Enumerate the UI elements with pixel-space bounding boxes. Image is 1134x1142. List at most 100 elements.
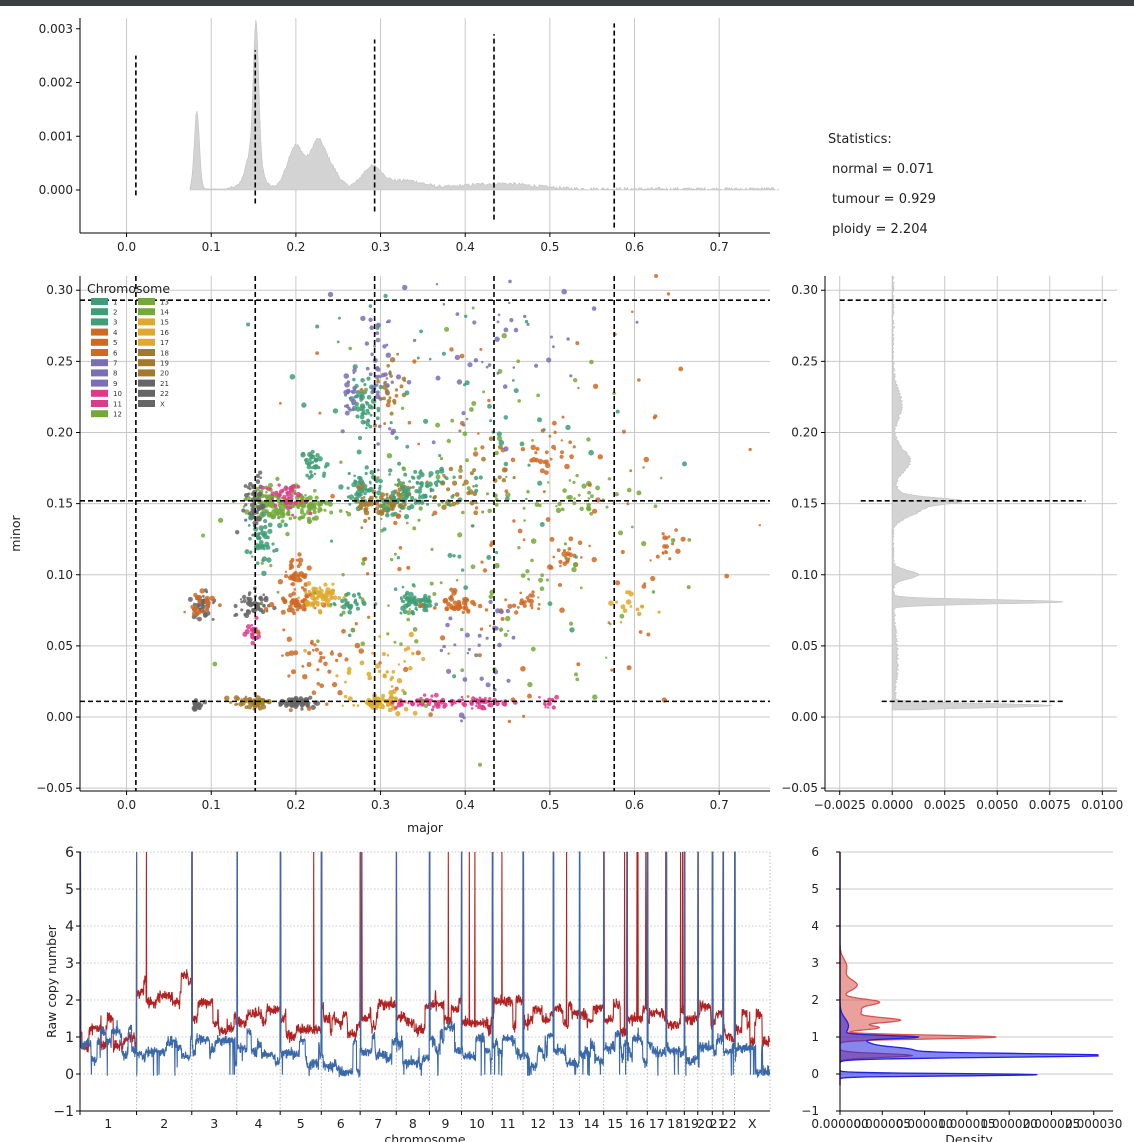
scatter-point bbox=[666, 292, 671, 296]
scatter-point bbox=[479, 676, 484, 681]
scatter-point bbox=[687, 538, 692, 542]
scatter-point bbox=[525, 569, 530, 574]
scatter-point bbox=[199, 588, 205, 594]
scatter-point bbox=[581, 483, 587, 489]
scatter-point bbox=[312, 510, 317, 515]
scatter-point bbox=[244, 518, 248, 522]
scatter-point bbox=[318, 658, 323, 663]
rawden-xtick-label: 0.000015 bbox=[938, 1117, 995, 1131]
scatter-point bbox=[404, 390, 410, 396]
scatter-point bbox=[422, 693, 427, 697]
legend-swatch-17 bbox=[138, 338, 155, 346]
right-xtick-label: 0.0025 bbox=[924, 798, 966, 812]
scatter-point bbox=[193, 605, 198, 610]
scatter-point bbox=[453, 643, 457, 647]
scatter-point bbox=[370, 352, 374, 357]
scatter-point bbox=[298, 562, 302, 567]
scatter-point bbox=[347, 633, 352, 638]
scatter-point bbox=[485, 365, 489, 369]
scatter-point bbox=[345, 388, 351, 394]
scatter-point bbox=[246, 485, 251, 490]
scatter-point bbox=[470, 707, 474, 710]
scatter-point bbox=[530, 538, 537, 544]
scatter-point bbox=[513, 388, 519, 394]
scatter-xtick-label: 0.3 bbox=[371, 798, 390, 812]
scatter-point bbox=[373, 344, 376, 348]
scatter-point bbox=[459, 353, 465, 359]
scatter-point bbox=[365, 488, 370, 493]
rawden-ytick-label: 4 bbox=[811, 919, 819, 933]
scatter-point bbox=[356, 704, 360, 707]
scatter-point bbox=[366, 395, 372, 400]
scatter-point bbox=[577, 386, 580, 390]
scatter-point bbox=[530, 593, 535, 598]
scatter-point bbox=[277, 579, 284, 585]
scatter-point bbox=[375, 390, 380, 395]
scatter-point bbox=[341, 604, 347, 610]
scatter-point bbox=[628, 591, 634, 597]
scatter-point bbox=[547, 601, 553, 607]
scatter-point bbox=[194, 596, 199, 601]
scatter-point bbox=[553, 430, 557, 434]
scatter-point bbox=[249, 502, 255, 508]
scatter-point bbox=[496, 431, 502, 437]
scatter-point bbox=[569, 374, 573, 378]
scatter-point bbox=[536, 393, 540, 398]
scatter-point bbox=[364, 471, 368, 476]
scatter-point bbox=[432, 606, 437, 610]
scatter-point bbox=[485, 682, 491, 688]
scatter-point bbox=[293, 492, 297, 495]
scatter-point bbox=[205, 607, 210, 612]
scatter-point bbox=[348, 603, 354, 609]
scatter-point bbox=[497, 475, 502, 480]
scatter-point bbox=[351, 593, 357, 598]
scatter-point bbox=[268, 601, 275, 608]
scatter-point bbox=[347, 471, 351, 476]
scatter-point bbox=[332, 595, 338, 600]
scatter-point bbox=[297, 596, 300, 599]
scatter-point bbox=[522, 603, 527, 609]
legend-label-17: 17 bbox=[160, 339, 169, 347]
scatter-point bbox=[310, 594, 316, 601]
scatter-point bbox=[368, 424, 373, 429]
scatter-point bbox=[369, 413, 373, 417]
scatter-point bbox=[397, 461, 402, 466]
scatter-point bbox=[260, 543, 266, 549]
scatter-point bbox=[399, 642, 403, 646]
scatter-point bbox=[352, 364, 358, 370]
scatter-point bbox=[618, 530, 623, 536]
scatter-point bbox=[280, 519, 285, 524]
scatter-point bbox=[529, 603, 534, 608]
scatter-point bbox=[385, 492, 389, 497]
scatter-point bbox=[390, 512, 396, 517]
scatter-point bbox=[635, 320, 639, 324]
scatter-point bbox=[389, 694, 394, 699]
scatter-point bbox=[641, 541, 647, 547]
scatter-point bbox=[461, 610, 465, 614]
scatter-point bbox=[569, 627, 575, 633]
scatter-point bbox=[451, 493, 455, 497]
scatter-point bbox=[311, 516, 316, 521]
scatter-point bbox=[494, 450, 499, 456]
scatter-point bbox=[313, 643, 317, 647]
scatter-point bbox=[319, 508, 323, 512]
scatter-point bbox=[281, 511, 286, 517]
scatter-point bbox=[283, 507, 286, 510]
scatter-point bbox=[375, 331, 380, 335]
scatter-point bbox=[355, 390, 361, 395]
right-xtick-label: 0.0100 bbox=[1081, 798, 1123, 812]
scatter-point bbox=[353, 600, 358, 605]
scatter-point bbox=[503, 327, 509, 333]
scatter-point bbox=[351, 389, 356, 395]
scatter-point bbox=[579, 506, 584, 511]
raw-xtick-label: 9 bbox=[441, 1116, 449, 1131]
scatter-point bbox=[592, 508, 598, 514]
scatter-point bbox=[403, 666, 409, 673]
scatter-point bbox=[389, 411, 394, 416]
raw-ytick-label: 5 bbox=[65, 882, 74, 898]
scatter-point bbox=[540, 573, 544, 578]
scatter-point bbox=[428, 712, 433, 717]
scatter-point bbox=[562, 549, 567, 553]
scatter-point bbox=[279, 509, 283, 514]
legend-label-2: 2 bbox=[113, 309, 117, 317]
